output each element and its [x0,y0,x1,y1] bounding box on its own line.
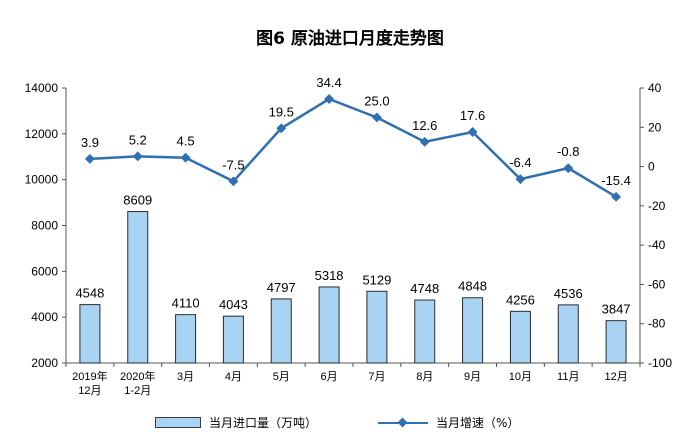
bar-value-label: 4536 [554,286,583,301]
legend-bar-swatch [155,417,201,428]
bar-value-label: 5129 [362,272,391,287]
bar-value-label: 4797 [267,280,296,295]
bar [605,320,627,364]
right-tick-label: 0 [648,160,655,174]
left-tick-label: 8000 [31,219,58,233]
growth-value-label: -6.4 [509,155,531,170]
growth-value-label: 12.6 [412,118,437,133]
category-label: 3月 [177,371,194,383]
bar [222,315,244,364]
right-tick-label: 20 [648,120,662,134]
tick-labels: 2000 4000 6000 8000 10000 12000 14000 40 20 0 -20 -… [25,81,673,397]
left-tick-label: 12000 [25,127,59,141]
right-tick-label: -20 [648,199,666,213]
left-tick-label: 2000 [31,356,58,370]
right-tick-label: -80 [648,317,666,331]
legend-line-swatch [378,417,428,428]
growth-marker [611,191,622,202]
bar-value-label: 4256 [506,292,535,307]
bar [462,297,484,364]
growth-line [89,97,617,198]
growth-value-label: -15.4 [601,173,631,188]
category-label: 8月 [416,371,433,383]
bar [366,290,388,364]
bar [127,211,149,364]
category-label: 4月 [225,371,242,383]
growth-marker [228,176,239,187]
right-tick-label: 40 [648,81,662,95]
right-tick-label: -40 [648,238,666,252]
bar-value-label: 4110 [172,296,200,311]
category-label: 1-2月 [124,385,151,397]
growth-marker [132,151,143,162]
chart-title: 图6 原油进口月度走势图 [256,29,444,49]
growth-marker [467,127,478,137]
bar-value-label: 8609 [123,193,152,208]
growth-value-label: -0.8 [557,144,579,159]
category-label: 9月 [464,371,481,383]
growth-marker [563,163,574,174]
bar-value-label: 4848 [458,279,487,294]
bar-value-label: 4548 [75,286,104,301]
bar [175,314,197,364]
growth-value-label: 34.4 [316,75,341,90]
bar-value-label: 3847 [602,302,631,317]
category-label: 2020年 [120,369,155,383]
legend-item-volume: 当月进口量（万吨） [155,414,317,431]
legend-item-growth: 当月增速（%） [378,414,519,431]
bar-data-labels: 4548 8609 4110 4043 4797 5318 5129 4748 4848 4256… [75,193,630,317]
growth-marker [180,152,191,163]
growth-marker [515,174,526,185]
bar-value-label: 4748 [410,281,439,296]
bar [509,310,531,364]
category-label: 2019年 [72,369,107,383]
bar [318,286,340,364]
left-tick-label: 4000 [31,310,58,324]
category-label: 11月 [557,371,579,383]
category-label: 6月 [321,371,338,383]
growth-value-label: 4.5 [177,134,195,149]
growth-value-label: 5.2 [129,132,147,147]
growth-value-label: 19.5 [269,104,294,119]
bar [557,304,579,364]
growth-value-label: 25.0 [364,93,389,108]
growth-marker [419,136,430,147]
bar-value-label: 4043 [219,297,248,312]
left-tick-label: 10000 [25,173,59,187]
growth-value-label: -7.5 [222,157,244,172]
line-series [84,94,622,202]
category-label: 12月 [604,371,627,383]
bar-series [79,211,627,364]
bar-value-label: 5318 [315,268,344,283]
growth-marker [84,153,95,164]
category-label: 7月 [368,371,385,383]
legend-label-growth: 当月增速（%） [436,416,520,430]
growth-value-label: 17.6 [460,108,485,123]
left-tick-label: 6000 [31,264,58,278]
bar [414,299,436,364]
chart-axes [62,87,644,367]
category-label: 12月 [78,385,101,397]
left-tick-label: 14000 [25,81,59,95]
category-label: 5月 [273,371,290,383]
bar [270,298,292,364]
line-data-labels: 3.9 5.2 4.5 -7.5 19.5 34.4 25.0 12.6 17.6 -6.4 -0.… [81,75,631,188]
bar [79,304,101,364]
right-tick-label: -60 [648,277,666,291]
category-label: 10月 [509,371,532,383]
growth-value-label: 3.9 [81,135,99,150]
right-tick-label: -100 [648,356,672,370]
legend-label-volume: 当月进口量（万吨） [209,416,318,430]
growth-marker [371,112,382,123]
